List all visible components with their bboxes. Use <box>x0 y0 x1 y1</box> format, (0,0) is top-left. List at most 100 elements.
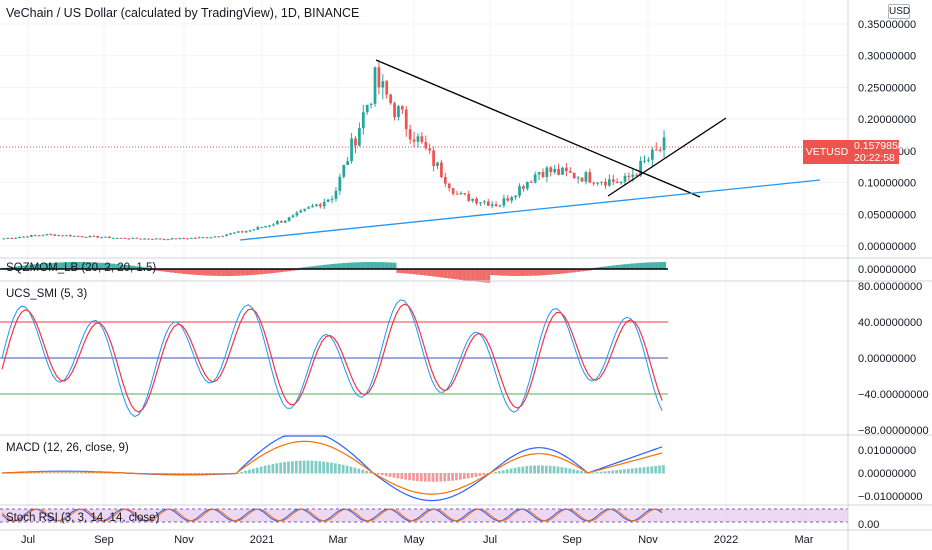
sqz-bar <box>37 263 42 269</box>
candle <box>22 236 25 238</box>
sqz-bar <box>123 264 127 269</box>
macd-histogram-bar <box>630 468 634 474</box>
macd-histogram-bar <box>658 465 661 474</box>
sqz-bar <box>478 269 483 283</box>
x-tick-label: Sep <box>94 534 114 546</box>
candle <box>568 171 572 173</box>
candle <box>424 142 428 149</box>
candle <box>170 238 174 240</box>
sqz-bar <box>115 264 120 269</box>
sqz-bar <box>607 265 612 269</box>
macd-histogram-bar <box>552 466 556 474</box>
macd-histogram-bar <box>201 473 204 475</box>
price-pane <box>0 59 848 241</box>
sqz-bar <box>576 269 581 272</box>
smi-label[interactable]: UCS_SMI (5, 3) <box>6 288 88 300</box>
sqz-bar <box>474 269 479 282</box>
sqz-bar <box>232 269 237 276</box>
sqz-bar <box>318 265 323 269</box>
sqz-bar <box>384 262 389 269</box>
candle <box>342 164 346 177</box>
sqz-bar <box>400 269 405 274</box>
candle <box>506 198 510 201</box>
macd-histogram-bar <box>181 473 185 475</box>
candle <box>213 236 217 238</box>
macd-histogram-bar <box>615 470 618 474</box>
candle <box>57 235 61 237</box>
macd-histogram-bar <box>466 473 470 479</box>
macd-histogram-bar <box>623 469 626 474</box>
sqz-label[interactable]: SQZMOM_LB (20, 2, 20, 1.5) <box>6 262 157 274</box>
sqz-bar <box>572 269 577 273</box>
macd-histogram-bar <box>84 472 87 474</box>
macd-label[interactable]: MACD (12, 26, close, 9) <box>6 442 129 454</box>
sqz-bar <box>103 263 108 269</box>
sqz-bar <box>529 269 534 276</box>
macd-histogram-bar <box>486 473 490 475</box>
sqz-bar <box>626 263 631 269</box>
sqz-bar <box>228 269 233 276</box>
macd-histogram-bar <box>13 472 17 474</box>
macd-histogram-bar <box>568 468 572 474</box>
candle <box>459 193 463 195</box>
smi-line <box>1 299 663 418</box>
candle <box>2 238 6 240</box>
sqz-bar <box>21 265 26 269</box>
sqz-bar <box>173 269 178 274</box>
candle <box>514 195 517 198</box>
sqz-bar <box>517 269 522 276</box>
macd-histogram-bar <box>271 464 275 474</box>
macd-histogram-bar <box>353 467 357 474</box>
candle <box>658 149 662 151</box>
sqz-bar <box>185 269 190 275</box>
macd-histogram-bar <box>52 472 56 474</box>
macd-histogram-bar <box>193 473 197 475</box>
sqz-bar <box>470 269 475 282</box>
sqz-bar <box>615 265 620 269</box>
symbol-tag: VETUSD <box>803 140 851 164</box>
sqz-bar <box>181 269 186 274</box>
sqz-bar <box>33 264 38 269</box>
macd-histogram-bar <box>294 460 298 474</box>
candle <box>14 237 18 239</box>
sqz-bar <box>646 262 651 269</box>
candle <box>229 233 232 235</box>
x-tick-label: Jul <box>483 534 497 546</box>
macd-histogram-bar <box>400 473 404 480</box>
candle <box>80 236 84 238</box>
sqz-bar <box>654 262 659 269</box>
macd-histogram-bar <box>189 473 193 475</box>
price-tick-label: 0.30000000 <box>858 51 916 63</box>
macd-histogram-bar <box>103 472 107 474</box>
candle <box>565 167 568 172</box>
macd-histogram-bar <box>408 473 411 481</box>
macd-histogram-bar <box>482 473 486 476</box>
macd-histogram-bar <box>25 472 29 474</box>
macd-histogram-bar <box>564 467 568 474</box>
candle <box>76 235 80 237</box>
candle <box>361 112 365 129</box>
candle <box>639 160 642 176</box>
macd-histogram-bar <box>212 473 216 474</box>
sqz-bar <box>99 262 104 269</box>
macd-tick-label: 0.00000000 <box>858 468 916 480</box>
stoch-label[interactable]: Stoch RSI (3, 3, 14, 14, close) <box>6 512 160 524</box>
candle <box>385 81 389 95</box>
sqz-bar <box>236 269 241 276</box>
sqz-bar <box>431 269 436 277</box>
price-tick-label: 0.25000000 <box>858 82 916 94</box>
macd-histogram-bar <box>158 473 161 474</box>
candle <box>260 227 264 229</box>
sqz-bar <box>490 269 495 276</box>
sqz-bar <box>244 269 249 276</box>
macd-histogram-bar <box>322 461 326 474</box>
sqz-bar <box>158 269 163 272</box>
candle <box>576 177 580 179</box>
macd-histogram-bar <box>64 472 68 474</box>
candle <box>518 186 521 196</box>
macd-histogram-bar <box>501 470 505 474</box>
candle <box>209 237 213 239</box>
macd-histogram-bar <box>76 472 79 474</box>
currency-button[interactable]: USD <box>888 4 911 19</box>
